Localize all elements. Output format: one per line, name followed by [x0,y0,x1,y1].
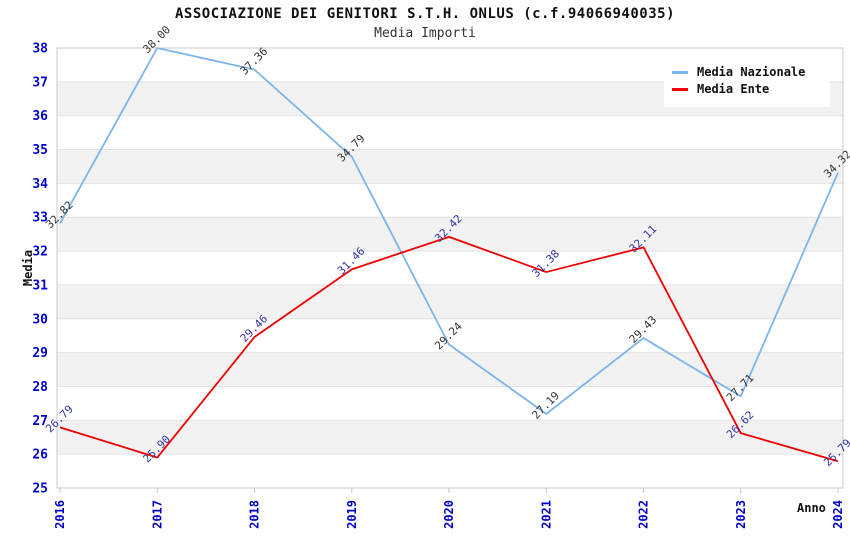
legend-label-media-nazionale: Media Nazionale [697,65,806,79]
y-tick-label: 28 [32,380,48,395]
data-point-label: 29.24 [432,319,465,352]
chart-subtitle: Media Importi [374,26,476,41]
plot-band [57,217,843,252]
y-tick-label: 36 [32,109,48,124]
legend-item-media-ente[interactable]: Media Ente [672,82,822,96]
x-tick-label: 2024 [831,500,845,529]
y-tick-label: 35 [32,143,48,158]
data-point-label: 37.36 [238,45,271,78]
y-tick-label: 26 [32,448,48,463]
x-tick-label: 2019 [345,500,359,529]
data-point-label: 31.38 [529,247,562,280]
legend-label-media-ente: Media Ente [697,82,770,96]
legend-item-media-nazionale[interactable]: Media Nazionale [672,65,822,79]
legend: Media Nazionale Media Ente [664,56,830,107]
y-tick-label: 27 [32,414,48,429]
legend-swatch-media-ente-icon [672,87,688,91]
x-tick-label: 2016 [53,500,67,529]
x-tick-label: 2021 [539,500,553,529]
y-tick-label: 33 [32,211,48,226]
plot-band [57,352,843,387]
y-tick-label: 37 [32,75,48,90]
y-tick-label: 38 [32,42,48,57]
series-line-media-ente [59,235,839,463]
x-tick-label: 2018 [248,500,262,529]
chart-title: ASSOCIAZIONE DEI GENITORI S.T.H. ONLUS (… [174,6,675,22]
plot-border [56,47,844,489]
x-axis-title: Anno [797,501,826,515]
x-tick-label: 2023 [734,500,748,529]
y-tick-label: 25 [32,482,48,497]
plot-band [57,284,843,319]
x-tick-label: 2022 [637,500,651,529]
y-tick-label: 32 [32,245,48,260]
plot-band [57,149,843,184]
y-tick-label: 34 [32,177,48,192]
y-tick-label: 31 [32,278,48,293]
legend-swatch-media-nazionale-icon [672,70,688,74]
series-line-media-nazionale [59,47,839,415]
y-axis-title: Media [21,249,35,287]
y-tick-label: 29 [32,346,48,361]
plot-band [57,420,843,455]
x-tick-label: 2020 [442,500,456,529]
x-tick-label: 2017 [150,500,164,529]
y-tick-label: 30 [32,312,48,327]
